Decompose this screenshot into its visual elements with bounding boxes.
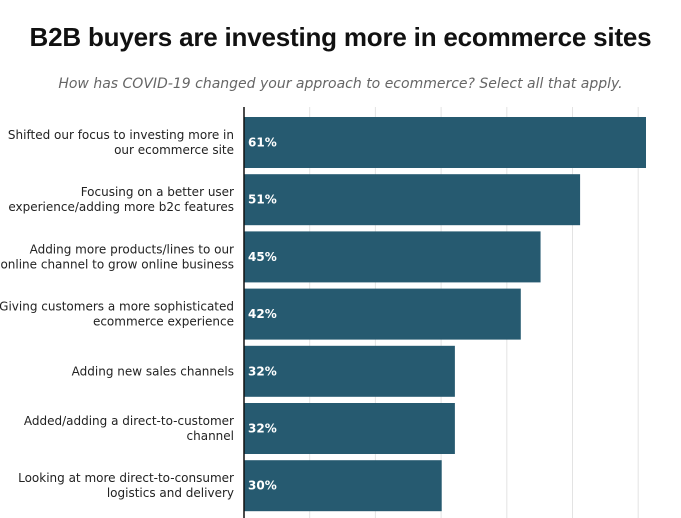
bar: [244, 288, 521, 340]
bar: [244, 460, 442, 512]
category-label: Adding new sales channels: [72, 364, 234, 378]
bar: [244, 345, 455, 397]
category-label: Shifted our focus to investing more in: [8, 128, 234, 142]
bar: [244, 231, 541, 283]
category-label: ecommerce experience: [93, 315, 234, 329]
category-label: online channel to grow online business: [0, 257, 234, 271]
category-label: Looking at more direct-to-consumer: [18, 471, 234, 485]
chart-subtitle: How has COVID-19 changed your approach t…: [58, 76, 623, 92]
category-label: channel: [187, 429, 234, 443]
value-label: 51%: [248, 193, 277, 207]
category-label: Giving customers a more sophisticated: [0, 300, 234, 314]
value-label: 30%: [248, 479, 277, 493]
value-label: 61%: [248, 136, 277, 150]
chart-title: B2B buyers are investing more in ecommer…: [29, 22, 652, 52]
value-label: 32%: [248, 422, 277, 436]
category-label: experience/adding more b2c features: [8, 200, 234, 214]
category-labels: Shifted our focus to investing more inou…: [0, 128, 234, 500]
value-label: 45%: [248, 250, 277, 264]
value-labels: 61% 51% 45% 42% 32% 32% 30%: [248, 136, 277, 493]
category-label: Adding more products/lines to our: [30, 242, 234, 256]
category-label: logistics and delivery: [107, 486, 234, 500]
bars: [244, 117, 646, 512]
bar: [244, 117, 646, 168]
value-label: 32%: [248, 364, 277, 378]
category-label: our ecommerce site: [114, 143, 234, 157]
category-label: Focusing on a better user: [81, 185, 234, 199]
value-label: 42%: [248, 307, 277, 321]
category-label: Added/adding a direct-to-customer: [24, 414, 234, 428]
bar: [244, 403, 455, 454]
bar: [244, 174, 581, 226]
